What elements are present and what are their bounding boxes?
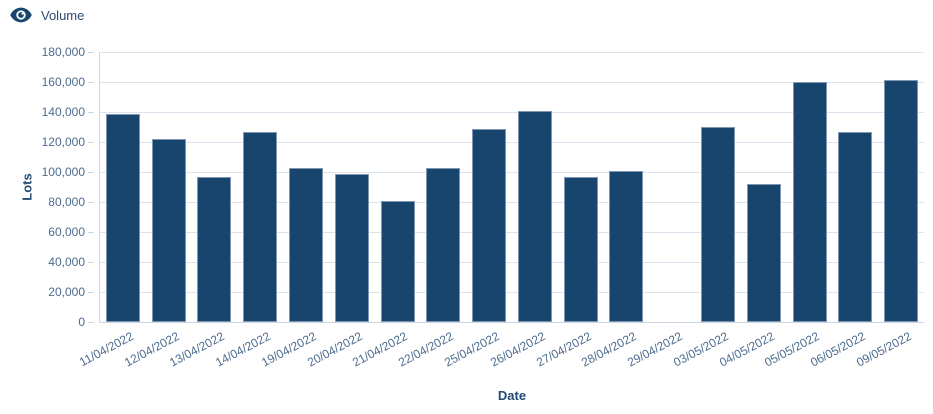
bar-27-04-2022[interactable]	[563, 177, 598, 322]
y-axis-tick	[88, 321, 94, 323]
gridline	[100, 111, 924, 113]
y-axis-tick	[88, 81, 94, 83]
bar-21-04-2022[interactable]	[380, 200, 415, 322]
y-tick-label: 60,000	[48, 225, 85, 239]
bar-19-04-2022[interactable]	[289, 167, 323, 322]
gridline	[100, 141, 924, 143]
y-tick-label: 140,000	[41, 105, 85, 119]
gridline	[100, 81, 924, 83]
y-tick-label: 180,000	[41, 45, 85, 59]
y-tick-label: 80,000	[48, 195, 85, 209]
bar-13-04-2022[interactable]	[197, 176, 232, 322]
bar-03-05-2022[interactable]	[701, 127, 735, 322]
y-tick-label: 100,000	[41, 165, 85, 179]
y-axis-tick	[88, 291, 94, 293]
y-axis-tick	[88, 261, 94, 263]
y-tick-label: 120,000	[41, 135, 85, 149]
y-axis-tick	[88, 51, 94, 53]
y-axis-line	[99, 52, 100, 322]
bar-09-05-2022[interactable]	[884, 79, 919, 322]
y-axis-tick	[88, 201, 94, 203]
gridline	[100, 261, 924, 263]
bar-26-04-2022[interactable]	[517, 110, 552, 322]
eye-icon	[10, 7, 32, 23]
bar-28-04-2022[interactable]	[609, 171, 644, 322]
gridline	[100, 231, 924, 233]
bar-22-04-2022[interactable]	[426, 167, 461, 322]
bar-12-04-2022[interactable]	[151, 139, 186, 322]
y-tick-label: 160,000	[41, 75, 85, 89]
bar-04-05-2022[interactable]	[746, 184, 781, 322]
legend-item-volume[interactable]: Volume	[10, 7, 84, 23]
bar-25-04-2022[interactable]	[472, 129, 507, 322]
x-axis-title: Date	[497, 388, 527, 403]
bar-11-04-2022[interactable]	[105, 114, 140, 322]
bar-20-04-2022[interactable]	[334, 174, 369, 322]
x-axis-line	[99, 322, 924, 323]
gridline	[100, 291, 924, 293]
bar-14-04-2022[interactable]	[243, 132, 278, 322]
legend-label: Volume	[41, 7, 85, 23]
gridline	[100, 201, 924, 203]
y-axis-tick	[88, 171, 94, 173]
gridline	[100, 171, 924, 173]
y-axis-tick	[88, 231, 94, 233]
y-tick-label: 40,000	[48, 255, 85, 269]
gridline	[100, 51, 924, 53]
y-axis-tick	[88, 111, 94, 113]
y-axis-tick	[88, 141, 94, 143]
y-tick-label: 20,000	[48, 285, 85, 299]
bar-05-05-2022[interactable]	[792, 82, 827, 322]
bar-06-05-2022[interactable]	[838, 132, 873, 322]
y-tick-label: 0	[78, 315, 85, 329]
